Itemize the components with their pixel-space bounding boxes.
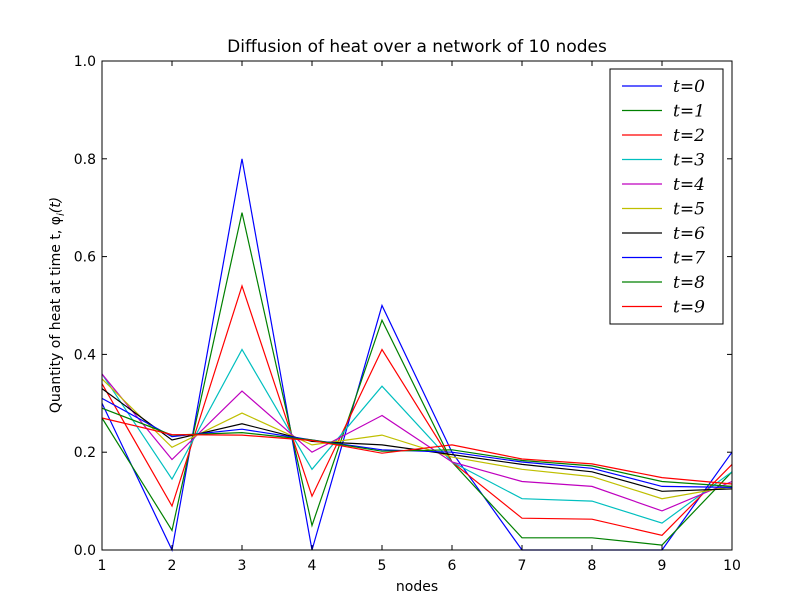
series-line-4: [101, 373, 733, 512]
y-tick-label: 0.2: [74, 445, 96, 461]
y-axis: 0.0 0.2 0.4 0.6 0.8 1.0: [74, 54, 732, 559]
legend-label-6: t=6: [673, 224, 705, 244]
y-axis-label-main: Quantity of heat at time t, φ: [48, 216, 64, 413]
series-line-6: [101, 388, 733, 492]
series-line-9: [101, 417, 733, 485]
y-axis-label-suffix: (t): [48, 197, 64, 213]
x-tick-label: 8: [588, 558, 597, 574]
chart-title: Diffusion of heat over a network of 10 n…: [227, 37, 607, 57]
x-tick-label: 5: [378, 558, 387, 574]
series-line-8: [101, 407, 733, 487]
plot-area: [101, 158, 733, 552]
x-tick-label: 1: [98, 558, 107, 574]
y-tick-label: 0.0: [74, 543, 96, 559]
legend-box: [609, 68, 724, 325]
x-tick-label: 4: [308, 558, 317, 574]
legend-label-0: t=0: [673, 77, 705, 97]
legend-label-8: t=8: [673, 273, 705, 293]
y-tick-label: 0.6: [74, 250, 96, 266]
axes-frame: [101, 60, 733, 551]
y-tick-label: 0.8: [74, 152, 96, 168]
legend-label-5: t=5: [673, 200, 705, 220]
x-axis: 1 2 3 4 5 6 7 8 9 10: [98, 61, 741, 574]
series-line-1: [101, 212, 733, 546]
x-tick-label: 9: [658, 558, 667, 574]
x-tick-label: 6: [448, 558, 457, 574]
x-tick-label: 10: [723, 558, 741, 574]
y-tick-label: 0.4: [74, 347, 96, 363]
series-line-5: [101, 378, 733, 500]
x-tick-label: 7: [518, 558, 527, 574]
y-tick-label: 1.0: [74, 54, 96, 70]
legend-label-3: t=3: [673, 151, 705, 171]
series-line-3: [101, 348, 733, 524]
y-axis-label-subscript: i: [56, 213, 67, 216]
legend-label-7: t=7: [673, 249, 705, 269]
x-tick-label: 2: [168, 558, 177, 574]
legend-label-2: t=2: [673, 126, 705, 146]
y-axis-label: Quantity of heat at time t, φi(t): [48, 197, 67, 413]
x-tick-label: 3: [238, 558, 247, 574]
legend-label-1: t=1: [673, 102, 705, 122]
series-line-2: [101, 283, 733, 536]
legend-label-4: t=4: [673, 175, 705, 195]
legend-label-9: t=9: [673, 298, 705, 318]
legend: t=0 t=1 t=2 t=3 t=4 t=5 t=6 t=7 t=8 t=9: [609, 68, 724, 325]
x-axis-label: nodes: [396, 579, 438, 595]
